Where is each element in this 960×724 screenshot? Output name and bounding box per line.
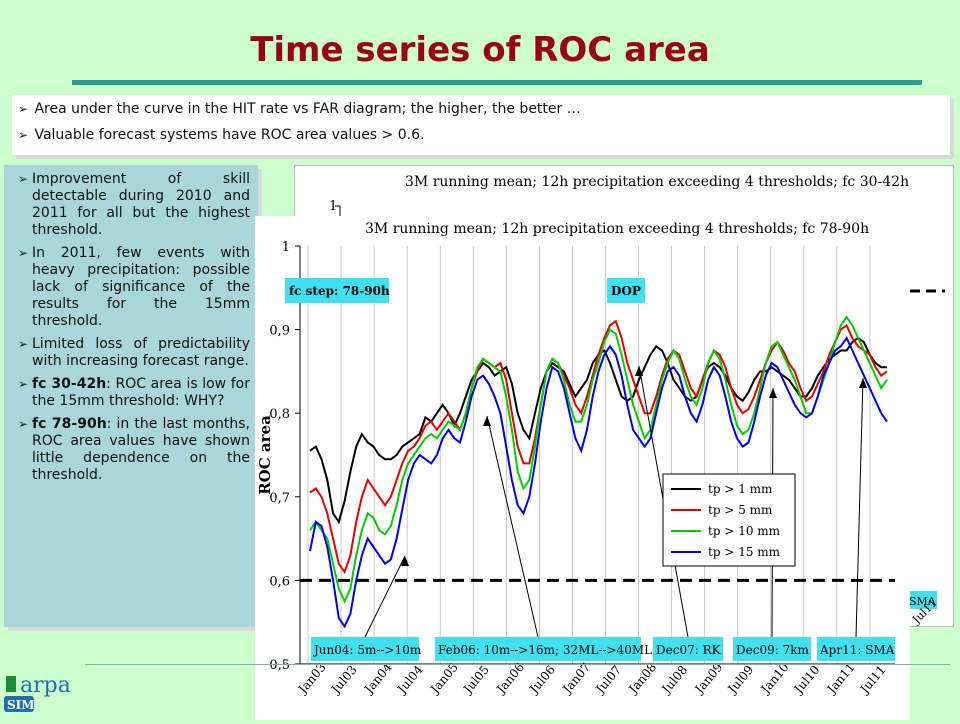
top-bullet-2: ➢ Valuable forecast systems have ROC are… <box>18 127 424 143</box>
series-line-4 <box>309 336 888 629</box>
side-bullet-4: ➢ fc 30-42h: ROC area is low for the 15mm… <box>18 376 250 410</box>
title-underline <box>72 80 922 85</box>
series-line-2 <box>309 319 888 575</box>
arrow-head-icon <box>769 388 777 398</box>
side-bullet-4-bold: fc 30-42h <box>32 376 107 392</box>
legend-label: tp > 1 mm <box>708 482 773 496</box>
event-box <box>435 637 641 661</box>
y-tick-label: 0,6 <box>269 574 290 589</box>
event-box <box>653 637 723 661</box>
arrow-bullet-icon: ➢ <box>18 377 29 391</box>
arrow-bullet-icon: ➢ <box>18 246 29 260</box>
top-bullet-box: ➢ Area under the curve in the HIT rate v… <box>12 95 950 155</box>
x-tick-label: Jul06 <box>526 663 558 698</box>
arpa-logo: arpa SIM <box>2 670 84 716</box>
side-bullet-3: ➢ Limited loss of predictability with inc… <box>18 336 250 370</box>
arrow-head-icon <box>401 556 409 566</box>
series-line-3 <box>309 315 888 604</box>
legend-label: tp > 15 mm <box>708 545 781 559</box>
y-axis-label: ROC area <box>256 415 274 495</box>
chart-title: 3M running mean; 12h precipitation excee… <box>365 221 869 237</box>
x-tick-label: Jul08 <box>658 663 690 698</box>
event-box <box>733 637 811 661</box>
arrow-bullet-icon: ➢ <box>18 172 29 186</box>
annotation-box <box>285 278 389 303</box>
legend-label: tp > 10 mm <box>708 524 781 538</box>
x-tick-label: Jul09 <box>724 663 756 698</box>
x-tick-label: Jan06 <box>493 660 527 697</box>
arrow-bullet-icon: ➢ <box>18 337 29 351</box>
x-tick-label: Jul07 <box>592 663 624 698</box>
event-label: Jun04: 5m-->10m <box>312 643 422 657</box>
arrow-head-icon <box>483 416 491 426</box>
back-chart-title: 3M running mean; 12h precipitation excee… <box>405 174 909 190</box>
x-tick-label: Jul11 <box>856 663 888 698</box>
x-tick-label: Jan04 <box>360 660 395 698</box>
x-tick-label: Jul10 <box>790 663 822 698</box>
x-tick-label: Jan07 <box>559 660 593 697</box>
event-label: Feb06: 10m-->16m; 32ML-->40ML <box>438 643 652 657</box>
x-tick-label: Jan05 <box>427 660 461 697</box>
back-chart-label: SMA <box>909 595 937 608</box>
top-bullet-1: ➢ Area under the curve in the HIT rate v… <box>18 101 581 117</box>
annotation-box <box>607 278 645 303</box>
page-title: Time series of ROC area <box>250 30 710 70</box>
side-bullet-4-text: : ROC area is low for the 15mm threshold… <box>32 376 250 409</box>
arrow-bullet-icon: ➢ <box>18 128 29 142</box>
top-bullet-1-text: Area under the curve in the HIT rate vs … <box>34 101 581 117</box>
arrow-bullet-icon: ➢ <box>18 417 29 431</box>
event-box <box>311 637 419 661</box>
x-tick-label: Jul03 <box>327 663 359 698</box>
annotation-label: fc step: 78-90h <box>289 284 390 298</box>
arrow-head-icon <box>859 378 867 388</box>
side-bullet-5-text: : in the last months, ROC area values ha… <box>32 416 250 483</box>
legend-label: tp > 5 mm <box>708 503 773 517</box>
x-tick-label: Jan09 <box>691 660 725 697</box>
event-arrow <box>364 555 406 638</box>
side-bullet-1-text: Improvement of skill detectable during 2… <box>32 171 250 238</box>
event-arrow <box>486 415 539 638</box>
back-chart-y-tick: 1 <box>329 199 337 214</box>
event-label: Apr11: SMA <box>819 643 895 657</box>
y-tick-label: 0,8 <box>269 407 290 422</box>
side-bullet-1: ➢ Improvement of skill detectable during … <box>18 171 250 239</box>
event-label: Dec09: 7km <box>736 643 809 657</box>
y-tick-label: 0,7 <box>269 491 290 506</box>
side-bullet-5: ➢ fc 78-90h: in the last months, ROC area… <box>18 416 250 484</box>
arrow-bullet-icon: ➢ <box>18 102 29 116</box>
x-tick-label: Jul05 <box>460 663 492 698</box>
logo-subtext: SIM <box>7 698 35 712</box>
back-chart-label-box <box>907 591 937 609</box>
logo-text: arpa <box>20 673 71 698</box>
roc-chart: 3M running mean; 12h precipitation excee… <box>255 216 910 720</box>
arrow-head-icon <box>635 366 643 376</box>
y-tick-label: 0,9 <box>269 324 290 339</box>
event-box <box>817 637 895 661</box>
top-bullet-2-text: Valuable forecast systems have ROC area … <box>34 127 425 143</box>
side-bullet-2-text: In 2011, few events with heavy precipita… <box>32 245 250 329</box>
x-tick-label: Jul04 <box>393 662 426 697</box>
x-tick-label: Jan10 <box>757 660 791 697</box>
event-label: Dec07: RK <box>656 643 722 657</box>
side-bullet-3-text: Limited loss of predictability with incr… <box>32 336 250 369</box>
y-tick-label: 1 <box>282 240 290 255</box>
side-bullet-5-bold: fc 78-90h <box>32 416 107 432</box>
x-tick-label: Jan11 <box>823 660 857 697</box>
footer-rule <box>85 664 950 665</box>
event-arrow <box>855 377 864 638</box>
y-tick-label: 0,5 <box>269 658 290 673</box>
x-tick-label: Jan03 <box>294 660 328 697</box>
annotation-label: DOP <box>611 284 641 298</box>
side-bullet-2: ➢ In 2011, few events with heavy precipit… <box>18 245 250 330</box>
side-notes-panel: ➢ Improvement of skill detectable during … <box>4 165 258 627</box>
x-tick-label: Jan08 <box>625 660 659 697</box>
